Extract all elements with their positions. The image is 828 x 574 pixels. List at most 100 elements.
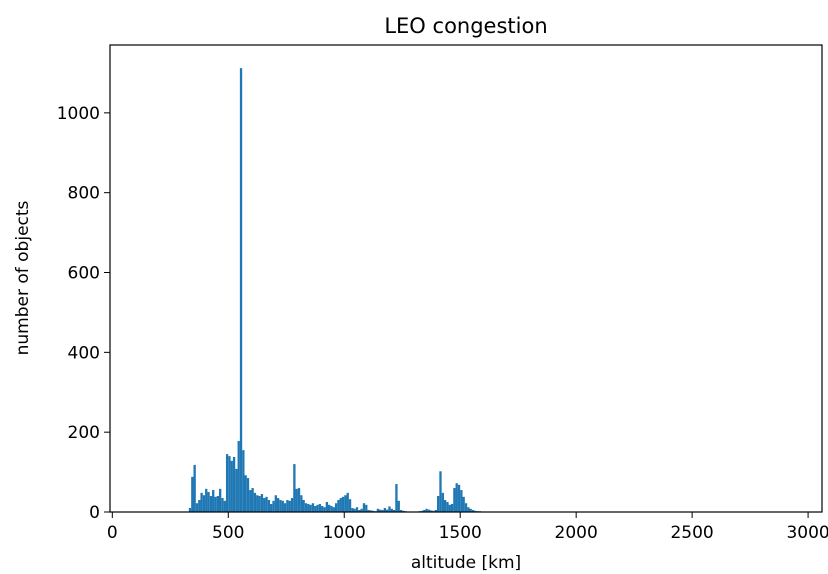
y-tick-label: 600 — [68, 264, 100, 284]
histogram-bar — [383, 508, 386, 512]
histogram-bar — [242, 450, 245, 512]
histogram-bar — [221, 498, 224, 512]
histogram-bar — [457, 484, 461, 512]
histogram-bar — [304, 503, 308, 512]
histogram-bar — [309, 504, 312, 512]
histogram-bar — [453, 488, 456, 512]
histogram-bar — [200, 492, 203, 512]
x-tick-label: 3000 — [786, 523, 828, 543]
histogram-bar — [207, 492, 210, 512]
histogram-bar — [321, 506, 324, 512]
histogram-bar — [302, 500, 305, 512]
histogram-bar — [281, 500, 284, 512]
histogram-bar — [267, 500, 271, 512]
histogram-bar — [214, 496, 217, 512]
histogram-bar — [441, 492, 444, 512]
histogram-bar — [385, 509, 389, 512]
histogram-bar — [334, 503, 338, 512]
histogram-bar — [244, 475, 247, 512]
histogram-bar — [390, 508, 393, 512]
histogram-bar — [332, 507, 335, 512]
histogram-bar — [216, 496, 219, 512]
x-tick-label: 500 — [212, 523, 244, 543]
histogram-bar — [188, 508, 192, 512]
histogram-bar — [260, 494, 264, 512]
histogram-bar — [462, 496, 465, 512]
histogram-bar — [392, 510, 396, 512]
histogram-bar — [469, 508, 472, 512]
histogram-bar — [219, 488, 222, 512]
histogram-bar — [379, 509, 382, 512]
histogram-bar — [367, 510, 370, 512]
histogram-bar — [397, 500, 400, 512]
histogram-bar — [270, 504, 273, 512]
chart-title: LEO congestion — [384, 14, 547, 38]
histogram-bar — [276, 498, 280, 512]
histogram-bar — [225, 454, 229, 512]
histogram-bar — [300, 495, 303, 512]
histogram-bar — [399, 510, 403, 512]
x-tick-label: 1500 — [439, 523, 482, 543]
histogram-bar — [460, 490, 463, 512]
histogram-bar — [388, 506, 391, 512]
histogram-bar — [265, 496, 268, 512]
histogram-bar — [253, 492, 257, 512]
histogram-bar — [337, 500, 340, 512]
histogram-bar — [290, 498, 294, 512]
histogram-bar — [318, 504, 322, 512]
histogram-bar — [295, 488, 298, 512]
histogram-bar — [365, 504, 368, 512]
histogram-bar — [307, 504, 310, 512]
histogram-bar — [355, 507, 359, 512]
y-tick-label: 1000 — [57, 104, 100, 124]
histogram-bar — [223, 500, 226, 512]
histogram-bar — [423, 510, 426, 512]
histogram-bar — [348, 499, 352, 512]
histogram-bar — [434, 510, 438, 512]
histogram-bar — [249, 490, 252, 512]
x-tick-label: 1000 — [323, 523, 366, 543]
histogram-bar — [316, 504, 319, 512]
histogram-bar — [467, 507, 470, 512]
histogram-bar — [198, 500, 201, 512]
y-axis-label: number of objects — [13, 200, 33, 355]
histogram-bar — [272, 500, 275, 512]
histogram-bar — [297, 488, 301, 512]
histogram-bar — [283, 503, 287, 512]
histogram-bar — [325, 502, 329, 512]
histogram-bar — [251, 488, 254, 512]
x-axis-label: altitude [km] — [411, 553, 521, 573]
histogram-bar — [193, 464, 196, 512]
histogram-bar — [439, 471, 442, 512]
histogram-bar — [311, 503, 315, 512]
histogram-bar — [346, 492, 349, 512]
histogram-bar — [237, 440, 240, 512]
histogram-bar — [448, 504, 451, 512]
histogram-bar — [369, 510, 373, 512]
histogram-bar — [353, 508, 356, 512]
histogram-bar — [195, 503, 199, 512]
y-tick-label: 800 — [68, 184, 100, 204]
histogram-bar — [450, 504, 454, 512]
x-tick-label: 2500 — [670, 523, 713, 543]
histogram-bar — [256, 495, 259, 512]
histogram-bar — [427, 509, 431, 512]
histogram-bar — [279, 500, 282, 512]
histogram-bar — [358, 510, 361, 512]
histogram-bar — [288, 500, 291, 512]
histogram-bar — [209, 496, 213, 512]
histogram-bar — [381, 510, 384, 512]
histogram-bar — [464, 503, 468, 512]
histogram-bar — [341, 496, 345, 512]
y-axis-ticks: 0 200 400 600 800 1000 — [57, 104, 110, 523]
histogram-bar — [425, 508, 428, 512]
histogram-bar — [239, 68, 243, 513]
x-tick-label: 2000 — [555, 523, 598, 543]
histogram-bar — [351, 508, 354, 512]
histogram-bar — [328, 504, 331, 512]
histogram-bar — [232, 456, 236, 512]
x-axis-ticks: 0 500 1000 1500 2000 2500 3000 — [107, 512, 828, 543]
histogram-bar — [339, 498, 342, 512]
histogram-bar — [323, 507, 326, 512]
